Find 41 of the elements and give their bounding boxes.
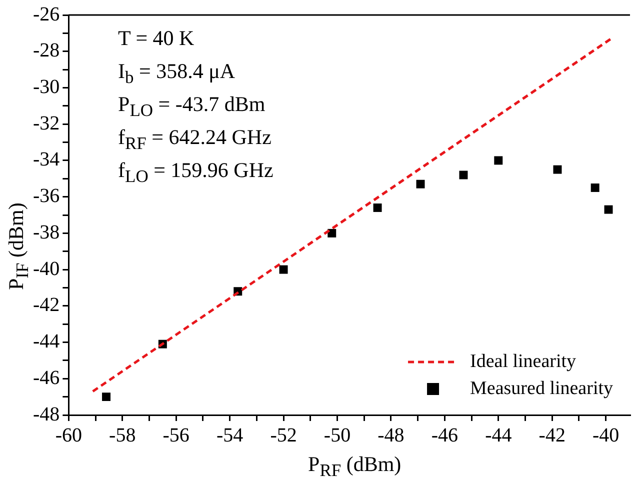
x-tick-label: -56 [162,424,190,446]
y-tick-label: -30 [32,76,60,98]
point [373,203,382,212]
y-tick-label: -32 [32,112,60,134]
x-tick-label: -44 [485,424,512,446]
y-tick-label: -40 [32,258,60,280]
x-tick-label: -58 [109,424,136,446]
x-tick-label: -46 [431,424,458,446]
point [604,205,613,214]
y-tick-label: -36 [32,185,60,208]
point [328,228,336,238]
annotation: f$_{RF}$ = 642.24 GHz [118,125,272,154]
annotation: P$_{LO}$ = -43.7 dBm [118,92,266,120]
x-tick-label: -54 [216,424,244,446]
x-axis-title: P$_{RF}$ (dBm) [308,452,402,482]
annotation: T = 40 K [118,26,194,50]
y-tick-label: -42 [32,294,60,316]
y-tick-label: -28 [32,40,60,62]
annotation: f$_{LO}$ = 159.96 GHz [118,158,274,186]
y-tick-label: -38 [32,221,60,244]
x-tick-label: -50 [324,424,351,446]
y-tick-label: -34 [32,148,60,171]
point [459,170,468,180]
y-tick-label: -46 [32,366,60,389]
x-tick-label: -60 [55,424,82,446]
point [590,183,600,192]
y-tick-label: -26 [32,3,60,26]
point [494,156,503,165]
legend-label: Ideal linearity [470,350,577,372]
x-tick-label: -40 [592,424,620,446]
legend-label: Measured linearity [470,378,614,399]
x-tick-label: -42 [538,424,566,446]
x-tick-label: -48 [378,424,404,446]
point [416,180,425,188]
point [102,392,111,402]
point [279,265,288,274]
point [553,165,562,174]
x-tick-label: -52 [270,424,297,446]
y-tick-label: -44 [32,330,60,353]
y-tick-label: -48 [32,403,60,426]
annotation: I$_{b}$ = 358.4 μA [118,59,236,88]
